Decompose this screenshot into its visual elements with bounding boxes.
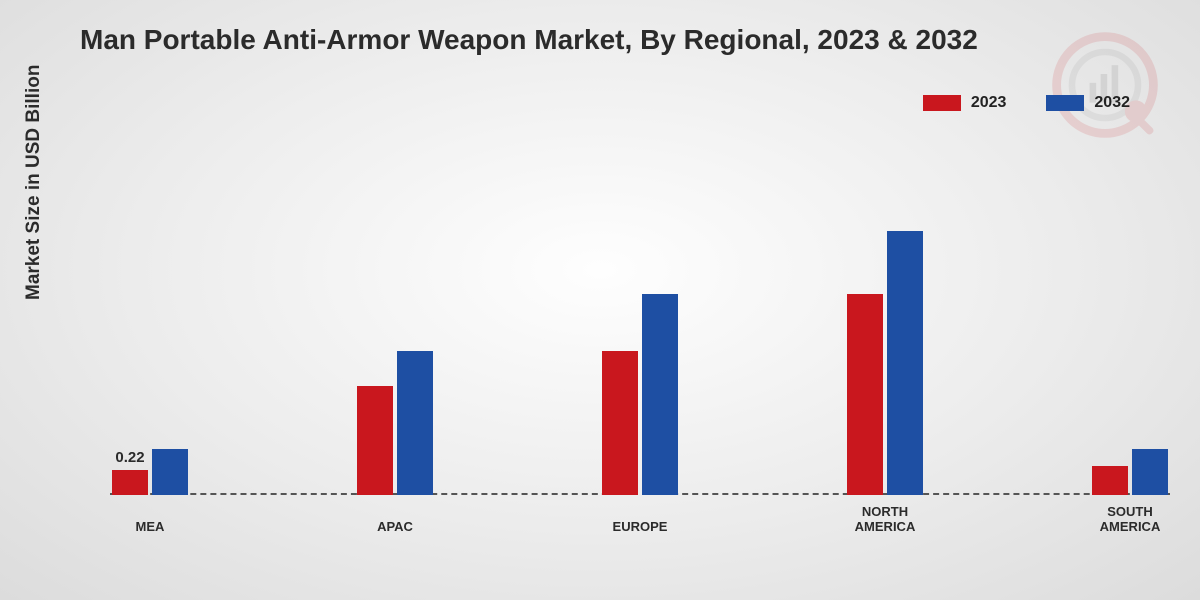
bar-2023 bbox=[847, 294, 883, 495]
plot-area: MEA APAC EUROPE NORTH AMERICA SOUTH AMERICA 0… bbox=[110, 150, 1170, 535]
bar-2032 bbox=[642, 294, 678, 495]
legend-label-2023: 2023 bbox=[971, 94, 1007, 112]
watermark-logo-icon bbox=[1050, 30, 1160, 140]
bar-2032 bbox=[152, 449, 188, 495]
category-label: MEA bbox=[136, 519, 165, 535]
bar-group bbox=[357, 351, 433, 495]
legend-label-2032: 2032 bbox=[1094, 94, 1130, 112]
legend-item-2032: 2032 bbox=[1046, 94, 1130, 112]
value-label: 0.22 bbox=[115, 449, 144, 466]
category-label: NORTH AMERICA bbox=[855, 504, 916, 535]
bar-group bbox=[1092, 449, 1168, 495]
bar-2032 bbox=[1132, 449, 1168, 495]
category-label: APAC bbox=[377, 519, 413, 535]
category-label: SOUTH AMERICA bbox=[1100, 504, 1161, 535]
bar-2023 bbox=[112, 470, 148, 495]
legend-swatch-2023 bbox=[923, 95, 961, 111]
chart-title: Man Portable Anti-Armor Weapon Market, B… bbox=[80, 24, 978, 56]
legend-item-2023: 2023 bbox=[923, 94, 1007, 112]
y-axis-label: Market Size in USD Billion bbox=[23, 65, 45, 300]
legend-swatch-2032 bbox=[1046, 95, 1084, 111]
bar-group bbox=[602, 294, 678, 495]
bar-2023 bbox=[1092, 466, 1128, 495]
bar-group bbox=[847, 231, 923, 496]
category-label: EUROPE bbox=[613, 519, 668, 535]
chart-canvas: Man Portable Anti-Armor Weapon Market, B… bbox=[0, 0, 1200, 600]
bar-2032 bbox=[887, 231, 923, 496]
bar-2032 bbox=[397, 351, 433, 495]
bar-2023 bbox=[602, 351, 638, 495]
bar-2023 bbox=[357, 386, 393, 495]
legend: 2023 2032 bbox=[923, 94, 1130, 112]
